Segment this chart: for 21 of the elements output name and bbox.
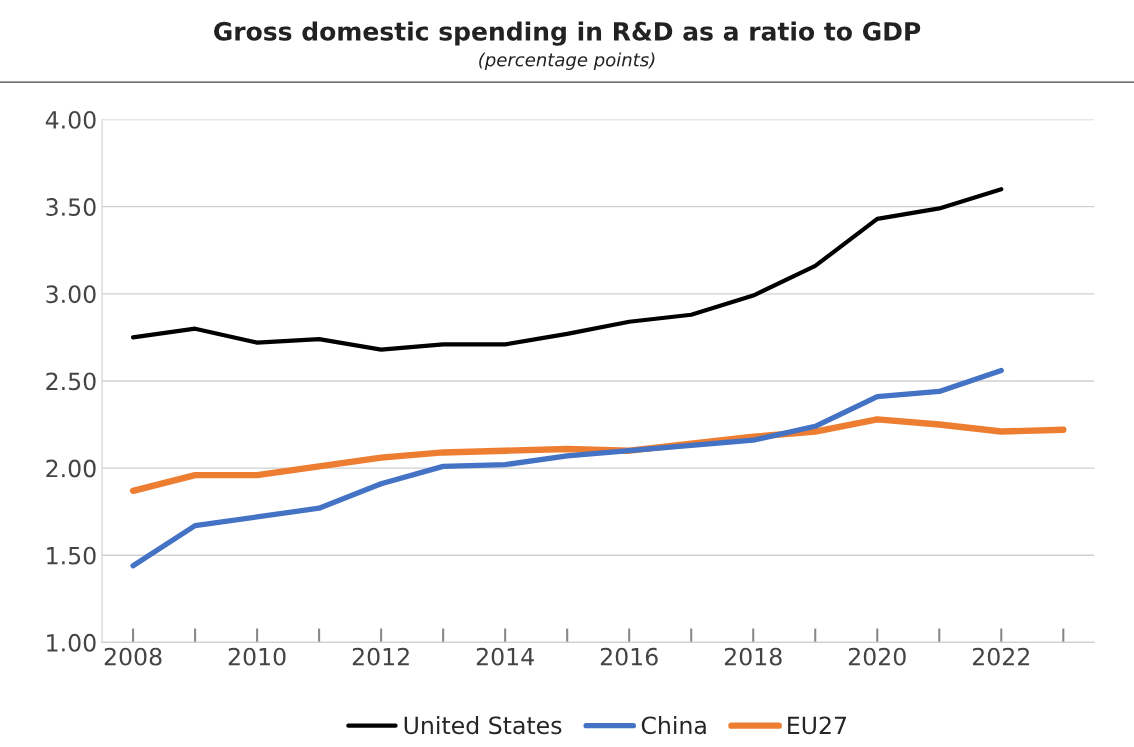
y-tick-label: 3.00 — [46, 285, 96, 304]
x-tick-label: 2016 — [600, 647, 658, 666]
x-tick-label: 2010 — [228, 647, 286, 666]
x-tick-label: 2008 — [104, 647, 162, 666]
legend-label: China — [641, 715, 706, 735]
y-tick-label: 1.50 — [47, 546, 96, 565]
y-tick-label: 4.00 — [45, 110, 96, 129]
line-series — [130, 187, 1004, 352]
x-tick-label: 2018 — [724, 647, 782, 666]
legend-label: United States — [404, 715, 562, 735]
chart-title: Gross domestic spending in R&D as a ratio to GDP — [214, 21, 921, 46]
x-tick-label: 2020 — [848, 647, 906, 666]
y-tick-label: 2.00 — [46, 459, 96, 478]
x-tick-label: 2014 — [476, 647, 534, 666]
chart-subtitle: (percentage points) — [479, 52, 655, 70]
legend-label: EU27 — [788, 716, 847, 735]
y-tick-label: 1.00 — [47, 633, 96, 652]
x-tick-label: 2012 — [352, 647, 409, 666]
x-tick-label: 2022 — [972, 647, 1029, 666]
y-tick-label: 3.50 — [46, 198, 96, 216]
y-tick-label: 2.50 — [46, 372, 96, 391]
